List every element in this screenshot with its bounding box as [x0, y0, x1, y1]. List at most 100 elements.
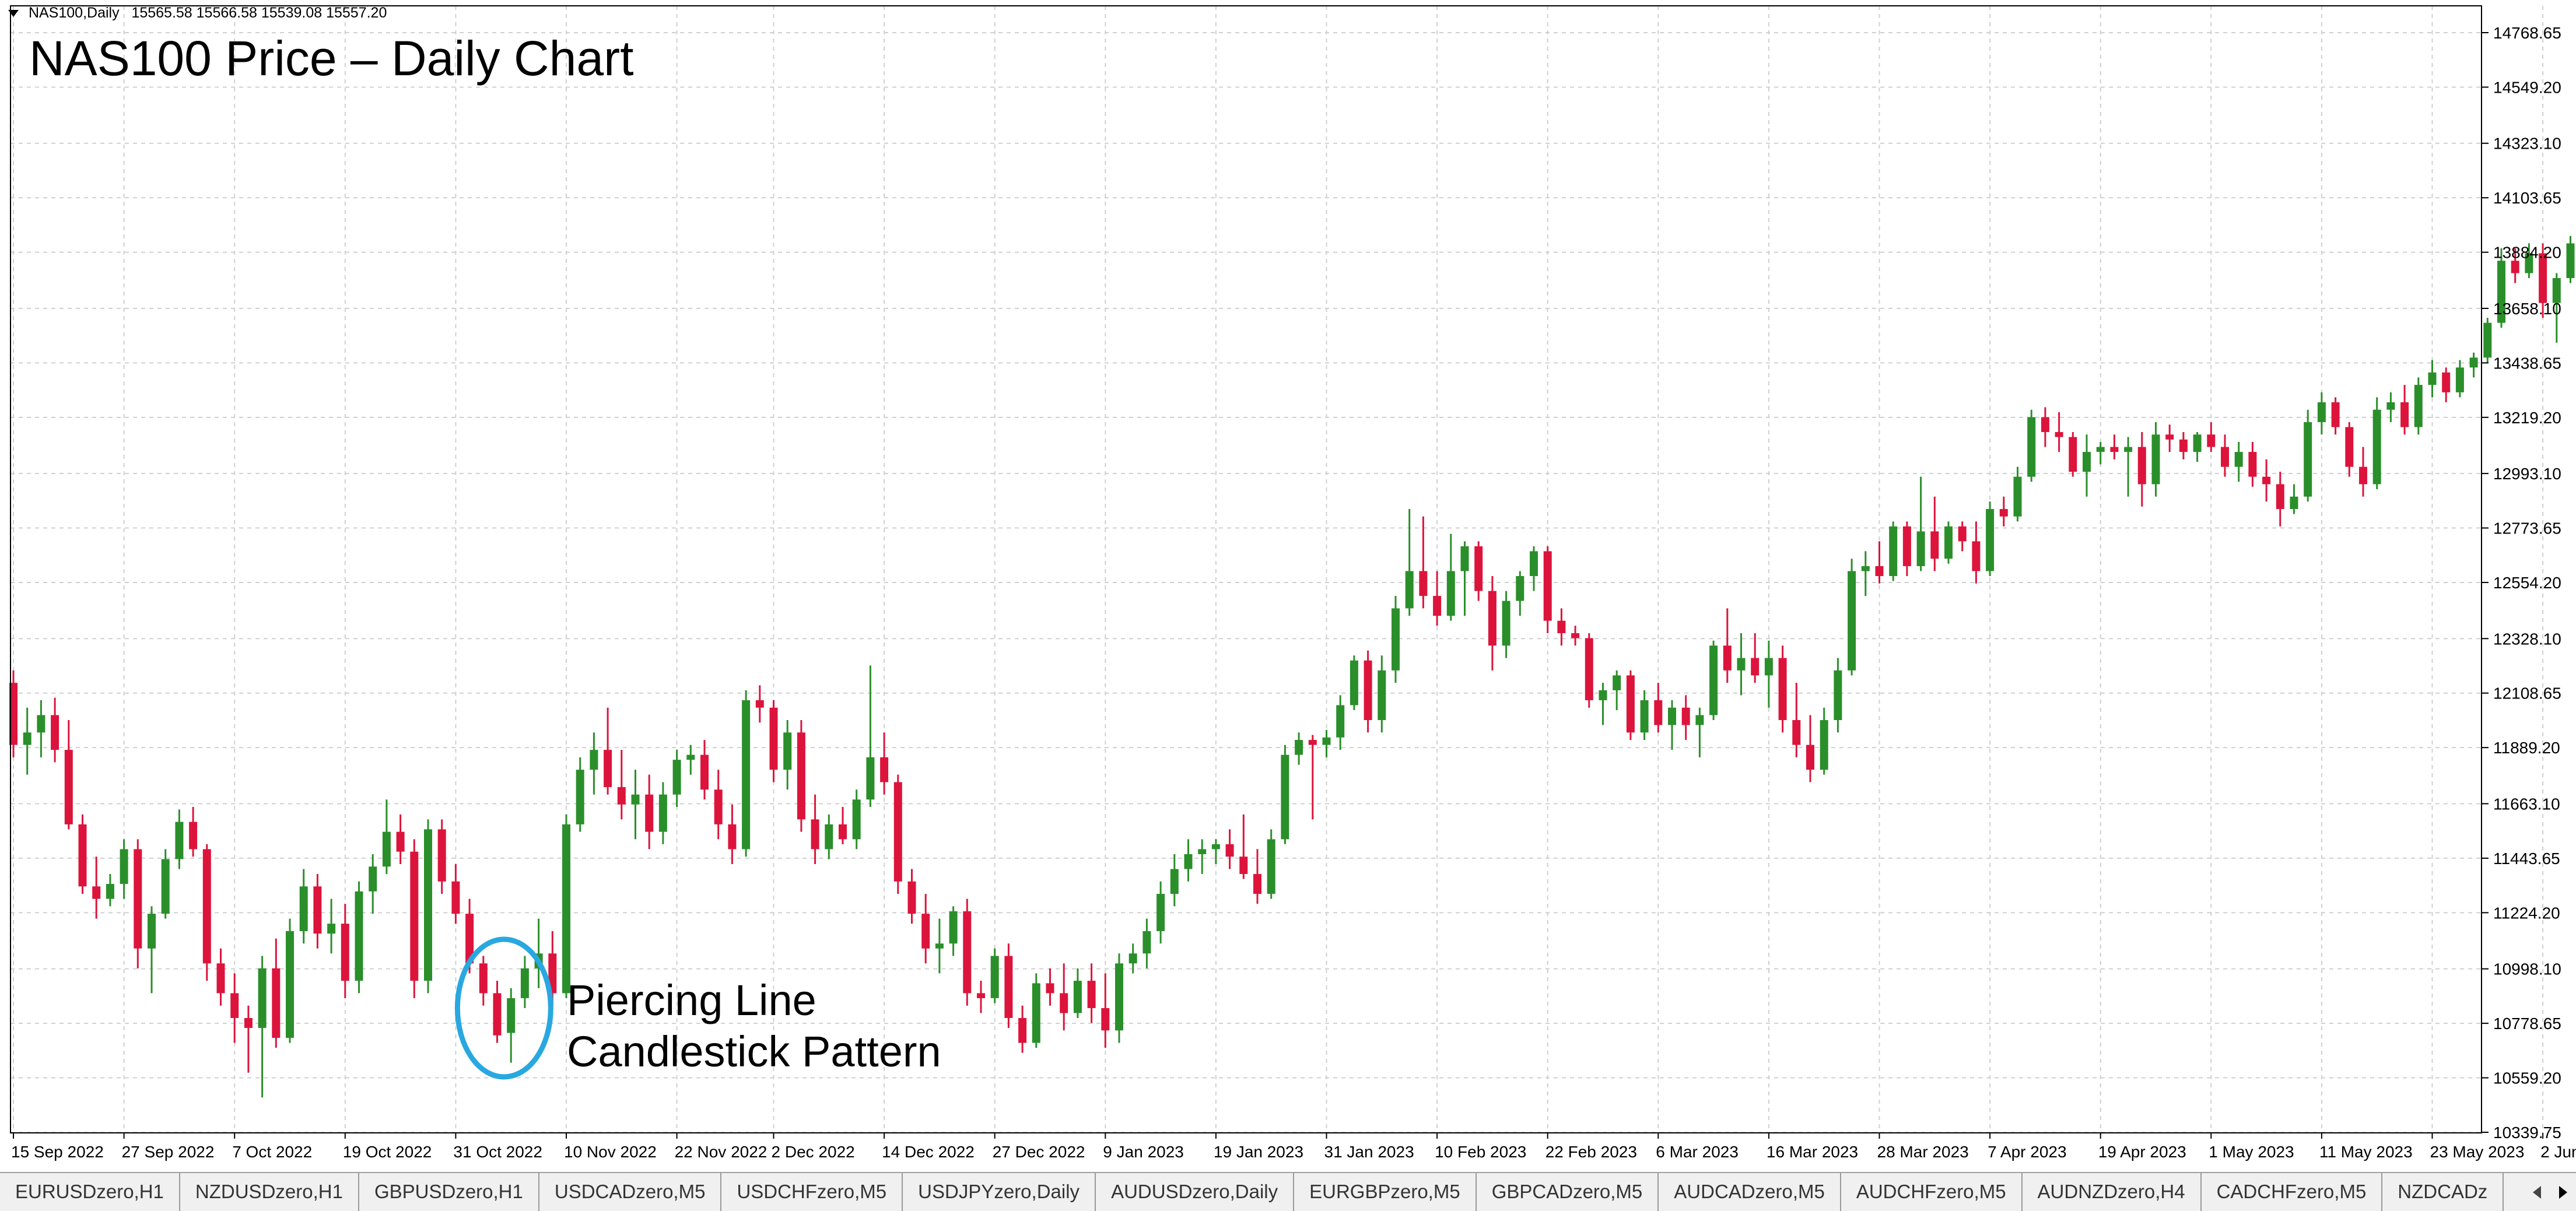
candle-body [1709, 645, 1718, 715]
candle [1350, 655, 1358, 710]
candle [1225, 829, 1234, 869]
candle-body [769, 707, 778, 770]
candle-body [1474, 546, 1483, 591]
chart-tab[interactable]: AUDCHFzero,M5 [1841, 1173, 2023, 1211]
candle-body [92, 886, 101, 899]
candle-body [1364, 660, 1372, 721]
candle [1543, 546, 1552, 633]
chart-tab[interactable]: GBPCADzero,M5 [1477, 1173, 1659, 1211]
candle [2400, 385, 2409, 435]
chart-tab[interactable]: AUDCADzero,M5 [1659, 1173, 1841, 1211]
candle-body [990, 956, 999, 998]
candle [2041, 407, 2049, 447]
candles [9, 236, 2575, 1098]
candle-body [2414, 385, 2423, 427]
y-tick-label: 11443.65 [2493, 850, 2560, 868]
collapse-triangle-icon[interactable] [8, 10, 19, 17]
candle-body [1626, 675, 1635, 733]
candle-body [672, 760, 681, 795]
chart-tab[interactable]: AUDUSDzero,Daily [1096, 1173, 1295, 1211]
candle-body [1834, 670, 1842, 721]
ohlc-values: 15565.58 15566.58 15539.08 15557.20 [131, 5, 387, 21]
candle-body [811, 819, 819, 850]
chart-tab[interactable]: AUDNZDzero,H4 [2023, 1173, 2202, 1211]
candle [1170, 854, 1179, 907]
plot-frame [10, 5, 2482, 1133]
candle [617, 750, 626, 820]
candle-body [880, 757, 889, 782]
candle [1004, 943, 1013, 1029]
candle [37, 700, 45, 757]
candle-body [2013, 476, 2022, 517]
chart-tab[interactable]: USDCHFzero,M5 [721, 1173, 903, 1211]
candle [1875, 541, 1884, 584]
chart-tab[interactable]: CADCHFzero,M5 [2202, 1173, 2383, 1211]
price-chart[interactable]: 14768.65 14549.20 14323.10 14103.65 13884.20… [0, 0, 2576, 1172]
candle-body [1073, 981, 1082, 1013]
candle [893, 774, 902, 894]
candle-body [1778, 658, 1787, 721]
candle [1834, 658, 1842, 733]
candle [604, 707, 612, 795]
scroll-right-icon[interactable] [2559, 1185, 2567, 1199]
candle-body [1350, 660, 1358, 705]
x-tick-label: 10 Feb 2023 [1435, 1143, 1526, 1161]
candle-body [1267, 839, 1275, 894]
candle [1557, 608, 1566, 646]
x-tick-label: 9 Jan 2023 [1103, 1143, 1184, 1161]
candle [990, 948, 999, 1003]
candle-body [1004, 956, 1013, 1019]
candle [2193, 432, 2202, 462]
chart-tab[interactable]: EURUSDzero,H1 [0, 1173, 180, 1211]
symbol-info-bar[interactable]: NAS100,Daily 15565.58 15566.58 15539.08 … [8, 5, 387, 22]
candle [2317, 392, 2326, 435]
candle [1239, 814, 1248, 879]
candle-body [1225, 844, 1234, 857]
candle-body [1889, 526, 1898, 577]
y-tick-label: 12108.65 [2493, 685, 2561, 703]
candle [1101, 973, 1110, 1048]
candle-body [493, 993, 502, 1036]
candle [1723, 608, 1732, 683]
candle-body [1764, 658, 1773, 676]
scroll-left-icon[interactable] [2532, 1185, 2541, 1199]
x-tick-label: 11 May 2023 [2319, 1143, 2413, 1161]
chart-tab[interactable]: EURGBPzero,M5 [1294, 1173, 1477, 1211]
candle [811, 794, 819, 864]
candle-body [437, 829, 446, 882]
y-tick-label: 13438.65 [2493, 354, 2561, 372]
candle [1446, 533, 1455, 621]
candle-body [2248, 452, 2257, 477]
candle-body [949, 911, 958, 944]
candle [2069, 432, 2077, 477]
candle-body [355, 891, 363, 981]
candle-body [216, 963, 225, 994]
candle-body [2525, 253, 2533, 273]
chart-tab[interactable]: USDJPYzero,Daily [903, 1173, 1096, 1211]
candle [327, 898, 336, 954]
candle-body [1599, 690, 1607, 700]
chart-tab[interactable]: NZDCADz [2382, 1173, 2504, 1211]
candle [2055, 412, 2063, 452]
chart-tab[interactable]: GBPUSDzero,H1 [359, 1173, 539, 1211]
x-tick-label: 19 Oct 2022 [343, 1143, 432, 1161]
candle-body [576, 770, 584, 824]
candle-body [700, 754, 709, 790]
chart-tab[interactable]: NZDUSDzero,H1 [180, 1173, 359, 1211]
candle-body [175, 822, 184, 859]
candle [562, 814, 570, 998]
candle [963, 898, 972, 1006]
y-tick-label: 10559.20 [2493, 1069, 2561, 1087]
candle-body [1681, 707, 1690, 725]
candle-body [783, 732, 792, 770]
chart-tab[interactable]: USDCADzero,M5 [539, 1173, 722, 1211]
candle-body [1433, 596, 1442, 616]
candle [1571, 626, 1580, 646]
candle [1281, 745, 1289, 844]
candle [2483, 318, 2492, 363]
candle-body [1392, 608, 1400, 671]
candle-body [2124, 447, 2133, 452]
candle-body [1253, 874, 1261, 894]
candle-body [1806, 745, 1814, 770]
